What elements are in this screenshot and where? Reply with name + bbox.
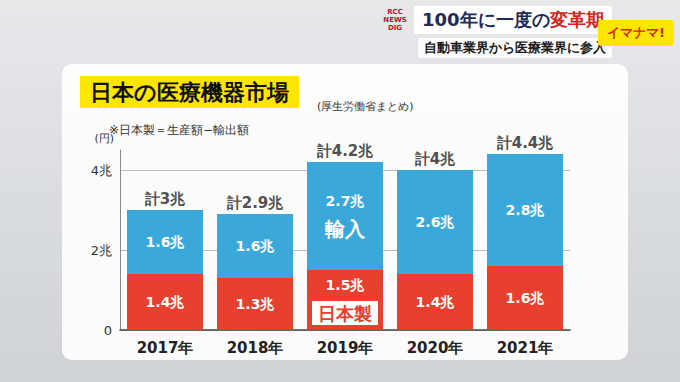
svg-text:2.7兆: 2.7兆 — [326, 193, 366, 209]
html-text:自動車業界から医療業界に参入: 自動車業界から医療業界に参入 — [424, 40, 606, 55]
svg-text:計2.9兆: 計2.9兆 — [226, 194, 285, 212]
svg-text:2021年: 2021年 — [497, 339, 554, 357]
svg-text:2019年: 2019年 — [317, 339, 374, 357]
svg-text:1.5兆: 1.5兆 — [326, 277, 366, 293]
svg-text:1.6兆: 1.6兆 — [236, 238, 276, 254]
html-text:100年に一度の変革期: 100年に一度の変革期 — [422, 9, 604, 30]
svg-text:計4兆: 計4兆 — [414, 150, 456, 168]
html-text:RCC NEWS DIG: RCC NEWS DIG — [383, 8, 407, 32]
html-text:イマナマ!: イマナマ! — [607, 25, 665, 40]
svg-text:(円): (円) — [94, 132, 114, 145]
svg-text:2017年: 2017年 — [137, 339, 194, 357]
svg-text:2018年: 2018年 — [227, 339, 284, 357]
svg-text:計4.2兆: 計4.2兆 — [316, 142, 375, 160]
svg-text:2.8兆: 2.8兆 — [506, 202, 546, 218]
svg-text:2兆: 2兆 — [91, 243, 112, 258]
svg-text:1.6兆: 1.6兆 — [146, 234, 186, 250]
svg-text:1.6兆: 1.6兆 — [506, 290, 546, 306]
svg-text:1.4兆: 1.4兆 — [416, 294, 456, 310]
svg-text:(厚生労働省まとめ): (厚生労働省まとめ) — [317, 100, 414, 113]
svg-text:2020年: 2020年 — [407, 339, 464, 357]
svg-text:4兆: 4兆 — [91, 163, 112, 178]
svg-text:0: 0 — [104, 323, 112, 338]
svg-text:輸入: 輸入 — [324, 217, 366, 241]
svg-text:2.6兆: 2.6兆 — [416, 214, 456, 230]
svg-text:計4.4兆: 計4.4兆 — [496, 134, 555, 152]
svg-text:日本製: 日本製 — [318, 303, 372, 324]
svg-text:日本の医療機器市場: 日本の医療機器市場 — [90, 80, 289, 105]
svg-text:計3兆: 計3兆 — [144, 190, 186, 208]
svg-text:1.4兆: 1.4兆 — [146, 294, 186, 310]
svg-text:1.3兆: 1.3兆 — [236, 296, 276, 312]
svg-text:※日本製＝生産額−輸出額: ※日本製＝生産額−輸出額 — [109, 123, 249, 137]
